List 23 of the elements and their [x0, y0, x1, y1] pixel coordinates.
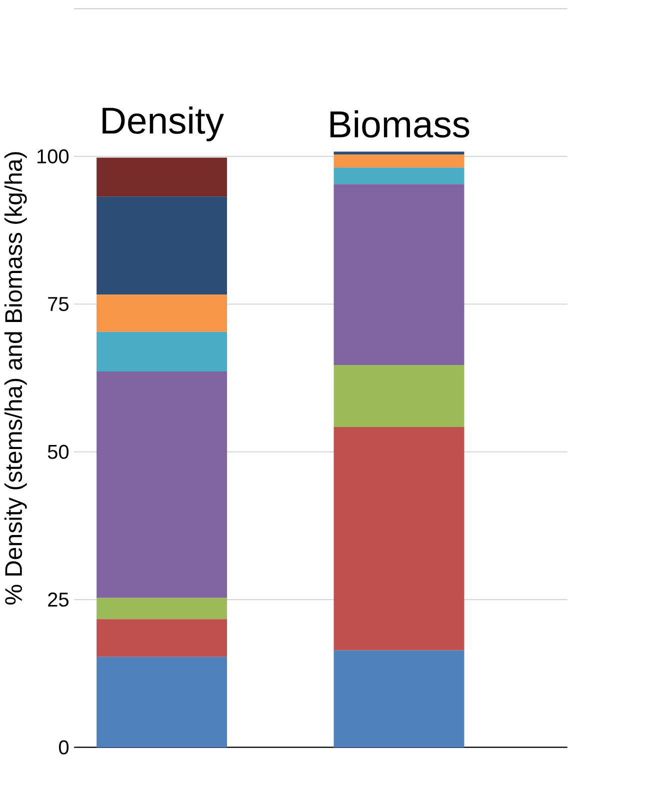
bar: [334, 427, 464, 650]
y-tick-label: 75: [48, 297, 68, 312]
bar: [96, 294, 227, 332]
y-tick-label: 25: [48, 592, 68, 607]
bar: [334, 650, 464, 748]
bar: [96, 332, 227, 372]
bar: [334, 152, 464, 155]
bar: [96, 619, 227, 657]
y-tick-label: 0: [58, 740, 68, 754]
y-tick-label: 50: [48, 444, 68, 459]
bar: [96, 598, 227, 620]
x-tick-label: Density: [102, 106, 224, 142]
bar: [334, 365, 464, 428]
bar: [96, 196, 227, 295]
y-tick-label: 100: [37, 149, 68, 164]
y-axis-title: % Density (stems/ha) and Biomass (kg/ha): [4, 152, 27, 605]
bar: [334, 168, 464, 184]
bar: [334, 154, 464, 168]
bar: [96, 371, 227, 598]
x-tick-label: Biomass: [330, 110, 469, 138]
bar: [96, 656, 227, 748]
bar: [96, 158, 227, 197]
bar: [334, 184, 464, 365]
